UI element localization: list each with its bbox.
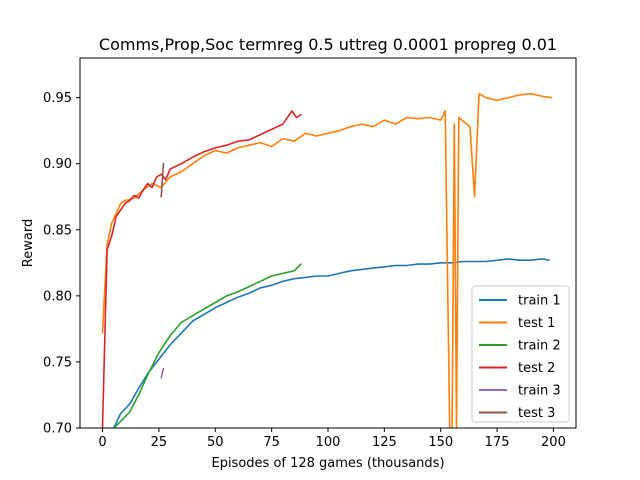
legend-label: test 2 — [518, 361, 555, 376]
series-line-test-3 — [160, 162, 165, 198]
x-axis: 0 25 50 75 100 125 150 175 200 — [98, 428, 566, 450]
x-tick-label: 50 — [207, 435, 224, 450]
series-line-train-1 — [113, 258, 550, 428]
y-tick-label: 0.80 — [43, 289, 72, 304]
y-tick-label: 0.70 — [43, 422, 72, 437]
x-axis-label: Episodes of 128 games (thousands) — [211, 456, 444, 471]
series-line-train-3 — [160, 367, 165, 379]
x-tick-label: 125 — [372, 435, 397, 450]
y-axis-label: Reward — [21, 219, 36, 267]
series-line-test-2 — [101, 110, 302, 428]
series-line-train-2 — [113, 263, 302, 428]
legend: train 1 test 1 train 2 test 2 train 3 test 3 — [471, 285, 570, 423]
y-tick-label: 0.75 — [43, 355, 72, 370]
x-tick-label: 100 — [316, 435, 341, 450]
legend-label: train 1 — [518, 294, 561, 309]
legend-box — [471, 285, 570, 423]
series-layer — [101, 92, 553, 428]
y-tick-label: 0.85 — [43, 223, 72, 238]
chart-title: Comms,Prop,Soc termreg 0.5 uttreg 0.0001… — [99, 35, 557, 54]
x-tick-label: 0 — [98, 435, 106, 450]
x-tick-label: 200 — [541, 435, 566, 450]
x-tick-label: 175 — [485, 435, 510, 450]
legend-label: test 3 — [518, 406, 555, 421]
x-tick-label: 25 — [151, 435, 168, 450]
x-tick-label: 75 — [263, 435, 280, 450]
y-tick-label: 0.90 — [43, 157, 72, 172]
legend-label: train 2 — [518, 339, 561, 354]
series-line-test-1 — [101, 92, 553, 428]
y-axis: 0.70 0.75 0.80 0.85 0.90 0.95 — [43, 91, 80, 437]
legend-label: test 1 — [518, 316, 555, 331]
x-tick-label: 150 — [428, 435, 453, 450]
y-tick-label: 0.95 — [43, 91, 72, 106]
legend-label: train 3 — [518, 384, 561, 399]
